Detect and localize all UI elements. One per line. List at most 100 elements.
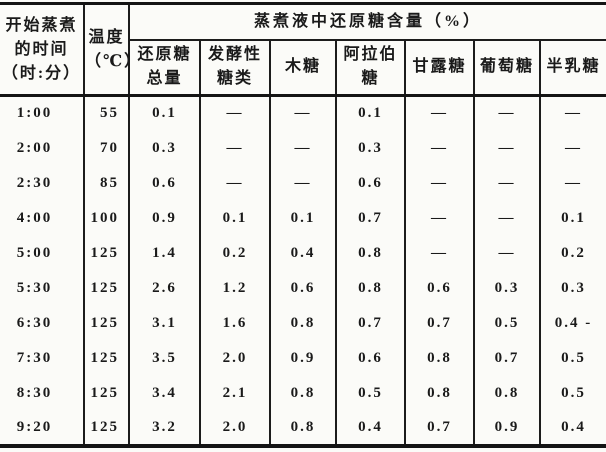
cell-value: 3.4 <box>129 375 201 411</box>
cell-value: 0.3 <box>474 270 541 306</box>
header-text: 半乳糖 <box>546 58 601 76</box>
header-xylose: 木糖 <box>270 39 337 97</box>
cell-value: — <box>200 130 271 166</box>
header-group-title: 蒸煮液中还原糖含量（%） <box>129 3 606 41</box>
cell-value: — <box>565 105 583 122</box>
cell-value: 0.6 <box>336 165 406 201</box>
cell-value: 0.3 <box>336 130 406 166</box>
cell-value: 2.1 <box>200 375 271 411</box>
cell-value: 0.5 <box>561 384 586 401</box>
cell-value: — <box>474 165 541 201</box>
cell-time: 2:30 <box>0 165 85 201</box>
cell-value: 0.8 <box>270 305 337 341</box>
cell-value: 0.8 <box>270 375 337 411</box>
cell-value: 0.9 <box>474 410 541 446</box>
cell-value: 0.1 <box>129 95 201 131</box>
cell-value: — <box>200 95 271 131</box>
cell-value: 0.6 <box>129 165 201 201</box>
header-text: 木糖 <box>284 58 321 76</box>
table-row: 9:20 125 3.2 2.0 0.8 0.4 0.7 0.9 0.4 <box>0 410 606 446</box>
cell-value: 0.1 <box>200 200 271 236</box>
cell-value: 2.0 <box>200 340 271 376</box>
table-row: 4:00 100 0.9 0.1 0.1 0.7 — — 0.1 <box>0 200 606 236</box>
header-temp-line2: （℃） <box>85 52 127 70</box>
cell-time: 1:00 <box>0 95 85 131</box>
cell-value: 0.5 <box>561 349 586 366</box>
cell-time: 8:30 <box>0 375 85 411</box>
cell-value: — <box>474 200 541 236</box>
cell-value: — <box>474 235 541 271</box>
header-text: 还原糖 <box>137 46 192 64</box>
cell-time: 2:00 <box>0 130 85 166</box>
cell-value: 3.5 <box>129 340 201 376</box>
cell-time: 5:30 <box>0 270 85 306</box>
header-mannose: 甘露糖 <box>405 39 475 97</box>
table-row: 2:00 70 0.3 — — 0.3 — — — <box>0 130 606 166</box>
cell-value: — <box>405 165 475 201</box>
cell-value: — <box>270 165 337 201</box>
cell-value: — <box>270 130 337 166</box>
cell-temp: 125 <box>84 235 130 271</box>
cell-value: — <box>200 165 271 201</box>
cell-value: 0.7 <box>405 410 475 446</box>
header-glucose: 葡萄糖 <box>474 39 541 97</box>
header-text: 葡萄糖 <box>479 58 534 76</box>
header-text: 糖类 <box>216 70 253 88</box>
cell-value: 0.4 <box>561 418 586 435</box>
cell-value: 0.7 <box>336 200 406 236</box>
cell-value: 0.7 <box>405 305 475 341</box>
cell-value: — <box>405 200 475 236</box>
header-text: 发酵性 <box>207 46 262 64</box>
cell-value: 1.4 <box>129 235 201 271</box>
cell-value: 0.6 <box>270 270 337 306</box>
cell-value: 0.8 <box>270 410 337 446</box>
cell-time: 5:00 <box>0 235 85 271</box>
cell-value: 0.8 <box>336 270 406 306</box>
cell-value: 0.5 <box>474 305 541 341</box>
cell-value: — <box>405 130 475 166</box>
cell-value: 3.2 <box>129 410 201 446</box>
cell-temp: 125 <box>84 410 130 446</box>
cell-value: 3.1 <box>129 305 201 341</box>
header-temp-column: 温度 （℃） <box>84 3 130 97</box>
cell-value: 0.8 <box>336 235 406 271</box>
cell-value: 1.6 <box>200 305 271 341</box>
header-time-column: 开始蒸煮 的时间 （时:分） <box>0 3 85 97</box>
cell-temp: 125 <box>84 270 130 306</box>
cell-value: 0.1 <box>336 95 406 131</box>
cell-value: 0.1 <box>270 200 337 236</box>
cell-value: — <box>565 174 583 191</box>
cell-temp: 70 <box>84 130 130 166</box>
header-fermentable-sugars: 发酵性 糖类 <box>200 39 271 97</box>
header-temp-line1: 温度 <box>88 28 125 46</box>
cell-temp: 125 <box>84 305 130 341</box>
cell-value: — <box>565 139 583 156</box>
cell-value: 0.1 <box>561 209 586 226</box>
header-arabinose: 阿拉伯 糖 <box>336 39 406 97</box>
cell-value: 0.4 <box>336 410 406 446</box>
cell-value: 2.0 <box>200 410 271 446</box>
table-row: 2:30 85 0.6 — — 0.6 — — — <box>0 165 606 201</box>
cell-value: 2.6 <box>129 270 201 306</box>
cell-value: 0.7 <box>336 305 406 341</box>
cell-temp: 125 <box>84 340 130 376</box>
table-row: 6:30 125 3.1 1.6 0.8 0.7 0.7 0.5 0.4 - <box>0 305 606 341</box>
cell-time: 4:00 <box>0 200 85 236</box>
header-time-line1: 开始蒸煮 <box>5 16 78 34</box>
cell-value: 0.2 <box>561 244 586 261</box>
header-time-line3: （时:分） <box>1 64 82 82</box>
cell-value: 0.8 <box>405 375 475 411</box>
cell-time: 6:30 <box>0 305 85 341</box>
header-text: 阿拉伯 <box>343 46 398 64</box>
cell-temp: 85 <box>84 165 130 201</box>
cell-value: 1.2 <box>200 270 271 306</box>
header-text: 总量 <box>146 70 183 88</box>
table-row: 1:00 55 0.1 — — 0.1 — — — <box>0 95 606 131</box>
cell-value: 0.2 <box>200 235 271 271</box>
cell-value: 0.6 <box>405 270 475 306</box>
header-time-line2: 的时间 <box>14 40 69 58</box>
cell-value: 0.5 <box>336 375 406 411</box>
header-text: 甘露糖 <box>412 58 467 76</box>
